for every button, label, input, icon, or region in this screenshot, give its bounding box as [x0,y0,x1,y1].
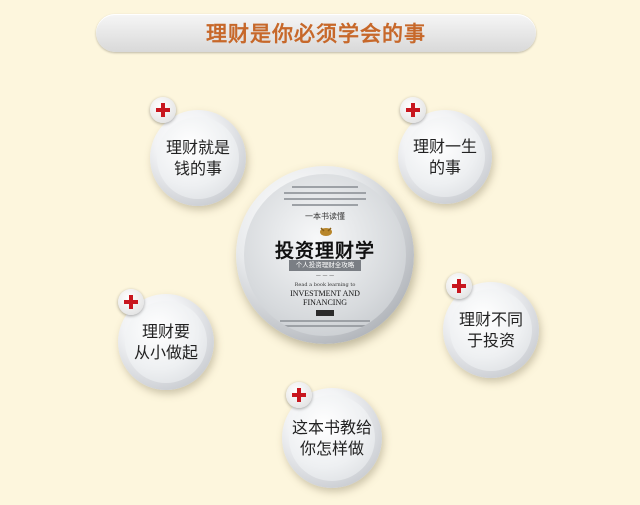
bubble-label: 理财一生 的事 [412,137,477,177]
bubble-label: 理财要 从小做起 [133,322,198,362]
bubble-label: 这本书教给 你怎样做 [291,418,372,458]
cover-text-line [284,192,366,194]
book-english-title: INVESTMENT AND FINANCING [290,289,360,307]
publisher-logo-icon [319,222,333,241]
book-english-subtitle: Read a book learning to [294,282,356,288]
cover-text-line [292,186,358,188]
bubble-label: 理财不同 于投资 [458,310,523,350]
cover-text-line [284,198,366,200]
bubble-not-investment[interactable]: 理财不同 于投资 [443,282,539,378]
book-title: 投资理财学 [274,240,375,262]
cover-text-line [292,204,358,206]
bubble-money-matter[interactable]: 理财就是 钱的事 [150,110,246,206]
plus-icon[interactable] [150,97,176,123]
plus-icon[interactable] [118,289,144,315]
author-line: — — — [315,273,335,279]
plus-icon[interactable] [400,97,426,123]
bubble-label: 理财就是 钱的事 [165,138,230,178]
cover-text-line [280,320,370,322]
page-title: 理财是你必须学会的事 [206,22,426,46]
plus-icon[interactable] [446,273,472,299]
publisher-seal [316,310,334,316]
book-tagline: 个人投资理财全攻略 [289,260,361,271]
title-banner: 理财是你必须学会的事 [96,14,536,52]
book-cover-disc[interactable]: 一本书读懂 投资理财学 个人投资理财全攻略 — — — Read a book … [236,166,414,344]
book-cover: 一本书读懂 投资理财学 个人投资理财全攻略 — — — Read a book … [244,174,406,336]
book-series-label: 一本书读懂 [305,212,345,221]
bubble-lifelong[interactable]: 理财一生 的事 [398,110,492,204]
plus-icon[interactable] [286,382,312,408]
cover-text-line [284,325,366,327]
